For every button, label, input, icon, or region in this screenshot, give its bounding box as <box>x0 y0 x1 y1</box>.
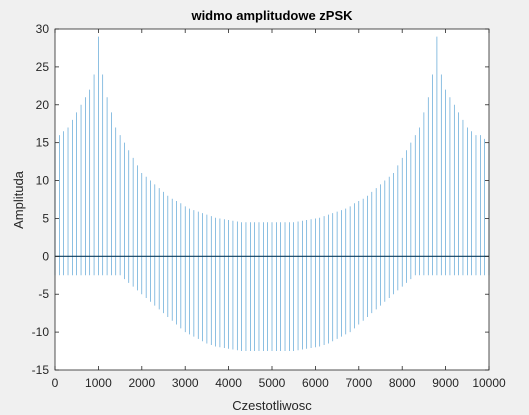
x-axis-label: Czestotliwosc <box>232 398 312 413</box>
x-tick-label: 2000 <box>128 376 155 390</box>
x-tick-label: 4000 <box>215 376 242 390</box>
x-tick-label: 1000 <box>85 376 112 390</box>
y-tick-label: -10 <box>32 325 50 339</box>
y-tick-label: 25 <box>36 60 50 74</box>
y-tick-label: -15 <box>32 363 50 377</box>
y-tick-label: 15 <box>36 136 50 150</box>
x-tick-label: 3000 <box>172 376 199 390</box>
y-tick-label: 0 <box>42 249 49 263</box>
x-tick-label: 5000 <box>259 376 286 390</box>
y-axis-ticks: -15 -10 -5 0 5 10 15 20 25 30 <box>32 22 489 377</box>
x-tick-label: 8000 <box>389 376 416 390</box>
x-tick-label: 7000 <box>345 376 372 390</box>
x-tick-label: 0 <box>52 376 59 390</box>
y-tick-label: 10 <box>36 174 50 188</box>
y-tick-label: -5 <box>38 287 49 301</box>
y-axis-label: Amplituda <box>11 170 26 229</box>
x-tick-label: 6000 <box>302 376 329 390</box>
x-axis-ticks: 0 1000 2000 3000 4000 5000 6000 7000 8000 9000 100… <box>52 29 506 390</box>
x-tick-label: 9000 <box>432 376 459 390</box>
y-tick-label: 5 <box>42 211 49 225</box>
y-tick-label: 30 <box>36 22 50 36</box>
chart-title: widmo amplitudowe zPSK <box>190 8 353 23</box>
x-tick-label: 10000 <box>472 376 506 390</box>
y-tick-label: 20 <box>36 98 50 112</box>
